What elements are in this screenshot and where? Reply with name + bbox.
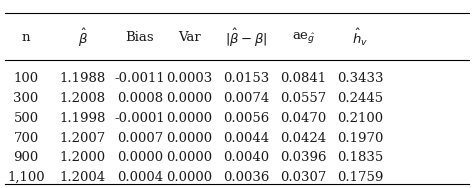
Text: 0.0841: 0.0841 <box>280 72 327 86</box>
Text: 0.0074: 0.0074 <box>223 92 270 105</box>
Text: 0.0004: 0.0004 <box>117 171 163 184</box>
Text: 0.0000: 0.0000 <box>117 151 163 164</box>
Text: $|\hat{\beta}-\beta|$: $|\hat{\beta}-\beta|$ <box>225 27 268 49</box>
Text: 0.0040: 0.0040 <box>223 151 270 164</box>
Text: 0.1970: 0.1970 <box>337 132 383 145</box>
Text: 0.0000: 0.0000 <box>166 151 213 164</box>
Text: 0.0396: 0.0396 <box>280 151 327 164</box>
Text: 1.2000: 1.2000 <box>60 151 106 164</box>
Text: 0.0557: 0.0557 <box>280 92 327 105</box>
Text: 0.0008: 0.0008 <box>117 92 163 105</box>
Text: 0.1759: 0.1759 <box>337 171 383 184</box>
Text: 0.0470: 0.0470 <box>280 112 327 125</box>
Text: 1.2004: 1.2004 <box>60 171 106 184</box>
Text: 0.0000: 0.0000 <box>166 132 213 145</box>
Text: 0.0003: 0.0003 <box>166 72 213 86</box>
Text: Bias: Bias <box>126 31 154 44</box>
Text: 1,100: 1,100 <box>7 171 45 184</box>
Text: 0.1835: 0.1835 <box>337 151 383 164</box>
Text: 0.2100: 0.2100 <box>337 112 383 125</box>
Text: 0.0036: 0.0036 <box>223 171 270 184</box>
Text: 900: 900 <box>13 151 39 164</box>
Text: $\hat{h}_{v}$: $\hat{h}_{v}$ <box>352 27 368 48</box>
Text: -0.0001: -0.0001 <box>114 112 165 125</box>
Text: 0.0153: 0.0153 <box>223 72 270 86</box>
Text: 0.0424: 0.0424 <box>280 132 327 145</box>
Text: 1.1988: 1.1988 <box>60 72 106 86</box>
Text: $\hat{\beta}$: $\hat{\beta}$ <box>78 27 88 49</box>
Text: 300: 300 <box>13 92 39 105</box>
Text: 0.3433: 0.3433 <box>337 72 383 86</box>
Text: 0.0000: 0.0000 <box>166 92 213 105</box>
Text: 0.0000: 0.0000 <box>166 112 213 125</box>
Text: 1.2007: 1.2007 <box>60 132 106 145</box>
Text: 0.0307: 0.0307 <box>280 171 327 184</box>
Text: 1.1998: 1.1998 <box>60 112 106 125</box>
Text: 0.0044: 0.0044 <box>223 132 270 145</box>
Text: 0.0007: 0.0007 <box>117 132 163 145</box>
Text: Var: Var <box>178 31 201 44</box>
Text: -0.0011: -0.0011 <box>114 72 165 86</box>
Text: 1.2008: 1.2008 <box>60 92 106 105</box>
Text: 0.0056: 0.0056 <box>223 112 270 125</box>
Text: ae$_{\hat{g}}$: ae$_{\hat{g}}$ <box>292 30 315 45</box>
Text: 0.2445: 0.2445 <box>337 92 383 105</box>
Text: 0.0000: 0.0000 <box>166 171 213 184</box>
Text: 100: 100 <box>13 72 39 86</box>
Text: 500: 500 <box>13 112 39 125</box>
Text: 700: 700 <box>13 132 39 145</box>
Text: n: n <box>22 31 30 44</box>
